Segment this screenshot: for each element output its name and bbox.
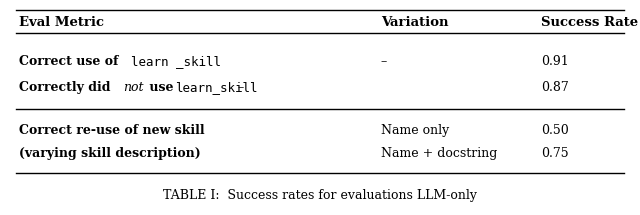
Text: 0.87: 0.87 — [541, 81, 568, 94]
Text: Success Rate: Success Rate — [541, 16, 638, 29]
Text: (varying skill description): (varying skill description) — [19, 147, 201, 160]
Text: Correctly did: Correctly did — [19, 81, 115, 94]
Text: use: use — [145, 81, 177, 94]
Text: 0.50: 0.50 — [541, 124, 568, 137]
Text: –: – — [381, 55, 387, 68]
Text: Correct use of: Correct use of — [19, 55, 123, 68]
Text: Name only: Name only — [381, 124, 449, 137]
Text: not: not — [123, 81, 143, 94]
Text: 0.75: 0.75 — [541, 147, 568, 160]
Text: learn_skill: learn_skill — [175, 81, 258, 94]
Text: –: – — [234, 81, 244, 94]
Text: Name + docstring: Name + docstring — [381, 147, 497, 160]
Text: Correct re-use of new skill: Correct re-use of new skill — [19, 124, 205, 137]
Text: TABLE I:  Success rates for evaluations LLM-only: TABLE I: Success rates for evaluations L… — [163, 189, 477, 202]
Text: 0.91: 0.91 — [541, 55, 568, 68]
Text: learn _skill: learn _skill — [131, 55, 221, 68]
Text: Variation: Variation — [381, 16, 448, 29]
Text: Eval Metric: Eval Metric — [19, 16, 104, 29]
